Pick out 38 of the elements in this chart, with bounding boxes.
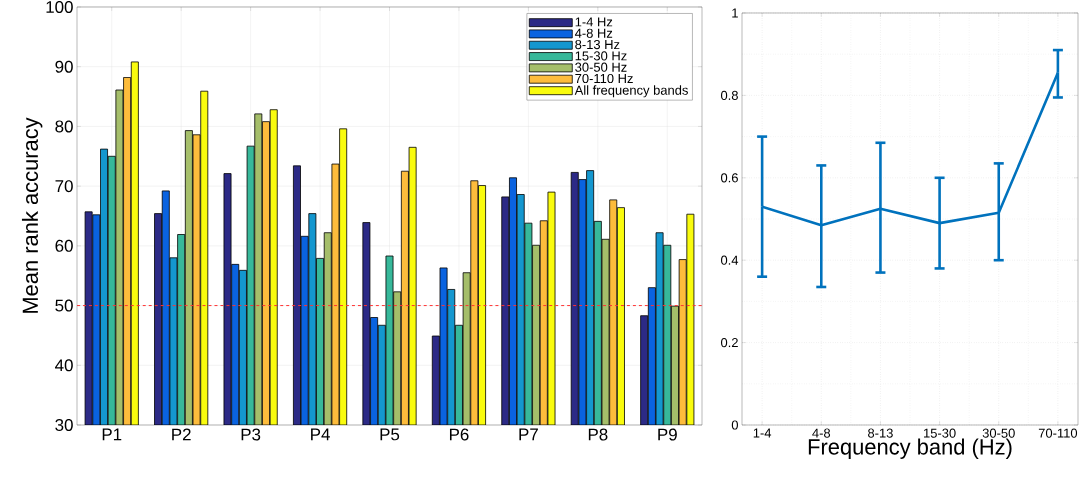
y-tick-label: 0.4 xyxy=(720,255,739,265)
legend-label: 1-4 Hz xyxy=(575,17,613,27)
y-tick-label: 1 xyxy=(732,8,738,18)
x-tick-label: P9 xyxy=(658,428,677,441)
x-tick-label: 30-50 xyxy=(982,428,1015,438)
x-tick-label: 15-30 xyxy=(924,428,956,438)
x-tick-label: 8-13 xyxy=(868,428,893,438)
legend-label: 4-8 Hz xyxy=(574,28,613,38)
x-tick-label: P7 xyxy=(519,428,538,441)
y-tick-label: 0.2 xyxy=(720,338,738,348)
x-tick-label: P4 xyxy=(311,428,330,441)
x-tick-label: 70-110 xyxy=(1038,428,1078,438)
y-tick-label: 50 xyxy=(55,299,73,312)
x-tick-label: 1-4 xyxy=(753,428,772,438)
x-axis-title: Frequency band (Hz) xyxy=(808,438,1012,459)
legend-label: 30-50 Hz xyxy=(575,62,627,72)
y-tick-label: 80 xyxy=(55,120,73,133)
y-tick-label: 30 xyxy=(55,419,73,431)
y-tick-label: 90 xyxy=(55,60,73,73)
y-tick-label: 100 xyxy=(46,1,73,13)
y-tick-label: 0.8 xyxy=(720,90,738,100)
x-tick-label: P1 xyxy=(102,428,122,441)
y-tick-label: 0 xyxy=(731,420,738,430)
x-tick-label: P6 xyxy=(449,428,469,441)
x-tick-label: P5 xyxy=(380,428,400,441)
legend-label: All frequency bands xyxy=(574,85,688,98)
legend-label: 8-13 Hz xyxy=(575,39,620,50)
y-tick-label: 60 xyxy=(55,239,73,252)
legend-label: 70-110 Hz xyxy=(575,73,633,84)
y-tick-label: 40 xyxy=(55,359,73,372)
x-tick-label: P2 xyxy=(172,428,191,441)
y-tick-label: 70 xyxy=(55,180,73,193)
x-tick-label: P8 xyxy=(588,428,608,441)
x-tick-label: P3 xyxy=(241,428,261,441)
y-tick-label: 0.6 xyxy=(720,173,738,183)
x-tick-label: 4-8 xyxy=(812,428,831,438)
y-axis-title: Mean rank accuracy xyxy=(21,117,43,313)
legend-label: 15-30 Hz xyxy=(575,51,627,61)
